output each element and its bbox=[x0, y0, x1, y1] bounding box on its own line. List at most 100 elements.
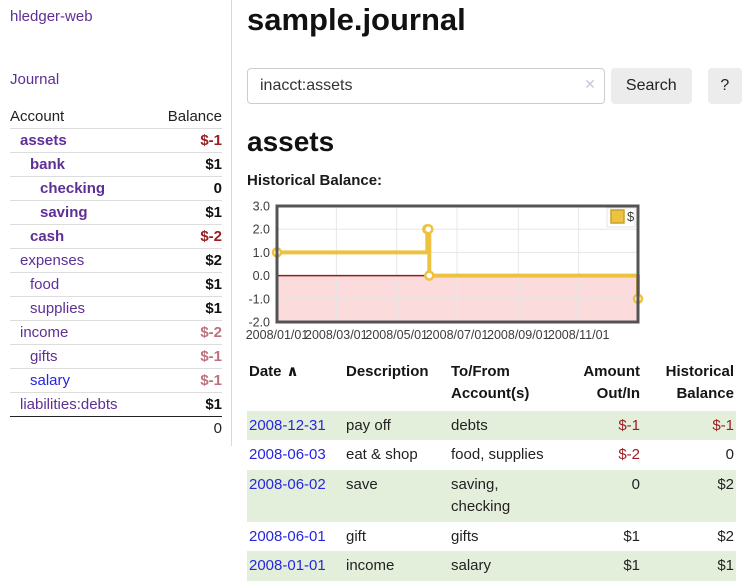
transaction-description: eat & shop bbox=[346, 446, 418, 464]
search-bar: ✕ Search ? bbox=[247, 68, 742, 104]
accounts-list: assets $-1 bank $1 checking 0 saving $1 cash $-2 e… bbox=[10, 128, 222, 416]
transaction-row: 2008-06-01 gift gifts $1 $2 bbox=[247, 522, 736, 552]
transaction-accounts: debts bbox=[449, 410, 561, 441]
x-axis-tick-label: 2008/09/01 bbox=[487, 328, 550, 342]
account-balance: 0 bbox=[213, 180, 222, 197]
transaction-amount: 0 bbox=[561, 470, 642, 522]
sort-ascending-icon[interactable]: ∧ bbox=[286, 363, 299, 380]
legend-swatch bbox=[610, 209, 625, 224]
x-axis-tick-label: 2008/07/01 bbox=[426, 328, 489, 342]
accounts-header-account: Account bbox=[10, 108, 65, 125]
account-row-expenses: expenses $2 bbox=[10, 248, 222, 272]
account-balance: $-1 bbox=[200, 348, 222, 365]
search-box: ✕ bbox=[247, 68, 605, 104]
x-axis-tick-label: 2008/05/01 bbox=[365, 328, 428, 342]
transaction-row: 2008-01-01 income salary $1 $1 bbox=[247, 551, 736, 581]
account-link-gifts[interactable]: gifts bbox=[30, 348, 58, 365]
transaction-row: 2008-06-02 save saving, checking 0 $2 bbox=[247, 470, 736, 522]
data-point-marker bbox=[423, 223, 434, 235]
transaction-date-link[interactable]: 2008-06-03 bbox=[249, 446, 326, 464]
register-col-date[interactable]: Date ∧ bbox=[249, 363, 299, 380]
y-axis-tick-label: 0.0 bbox=[253, 269, 270, 283]
transaction-row: 2008-12-31 pay off debts $-1 $-1 bbox=[247, 410, 736, 441]
account-balance: $1 bbox=[205, 300, 222, 317]
accounts-table: Account Balance assets $-1 bank $1 checking 0… bbox=[10, 105, 222, 440]
main-content: sample.journal ✕ Search ? assets Histori… bbox=[246, 0, 742, 581]
account-balance: $-2 bbox=[200, 324, 222, 341]
account-balance: $-2 bbox=[200, 228, 222, 245]
register-col-to-from-account-s-: To/From Account(s) bbox=[451, 363, 530, 402]
account-link-checking[interactable]: checking bbox=[40, 180, 106, 197]
transaction-date-link[interactable]: 2008-12-31 bbox=[249, 416, 326, 434]
data-point-marker bbox=[424, 270, 435, 281]
register-col-historical-balance: Historical Balance bbox=[665, 363, 734, 402]
transaction-accounts: food, supplies bbox=[451, 446, 544, 464]
help-button[interactable]: ? bbox=[707, 68, 742, 104]
account-row-bank: bank $1 bbox=[10, 152, 222, 176]
y-axis-tick-label: -1.0 bbox=[248, 292, 270, 306]
transaction-date-link[interactable]: 2008-06-01 bbox=[249, 527, 326, 545]
register-col-description: Description bbox=[346, 363, 429, 380]
x-axis-tick-label: 2008/01/01 bbox=[246, 328, 309, 342]
accounts-total-value: 0 bbox=[213, 420, 222, 437]
chart-legend: $ bbox=[606, 207, 636, 228]
accounts-total-row: 0 bbox=[10, 416, 222, 440]
page-title: sample.journal bbox=[247, 2, 466, 37]
account-balance: $1 bbox=[205, 276, 222, 293]
chart-title: Historical Balance: bbox=[247, 172, 383, 189]
account-link-salary[interactable]: salary bbox=[30, 372, 71, 389]
transaction-date-link[interactable]: 2008-06-02 bbox=[249, 476, 326, 493]
account-link-food[interactable]: food bbox=[30, 276, 60, 293]
search-input[interactable] bbox=[247, 68, 605, 104]
clear-search-icon[interactable]: ✕ bbox=[584, 76, 596, 92]
transaction-date-link[interactable]: 2008-01-01 bbox=[249, 557, 326, 575]
account-balance: $1 bbox=[205, 156, 222, 173]
register-table: Date ∧ Description To/From Account(s) Amount… bbox=[247, 359, 736, 581]
transaction-amount: $1 bbox=[561, 551, 642, 581]
app-brand-link[interactable]: hledger-web bbox=[10, 8, 93, 25]
register-table-body: 2008-12-31 pay off debts $-1 $-1 2008-06-03 ea… bbox=[247, 410, 736, 581]
account-balance: $1 bbox=[205, 396, 222, 413]
sidebar-item-journal[interactable]: Journal bbox=[10, 71, 60, 88]
account-title: assets bbox=[247, 126, 335, 157]
transaction-balance: $1 bbox=[642, 551, 736, 581]
account-balance: $-1 bbox=[200, 372, 222, 389]
transaction-balance: 0 bbox=[725, 446, 734, 464]
x-axis-tick-label: 2008/03/01 bbox=[305, 328, 368, 342]
account-link-cash[interactable]: cash bbox=[30, 228, 65, 245]
transaction-description: save bbox=[344, 470, 449, 522]
account-link-liabilities-debts[interactable]: liabilities:debts bbox=[20, 396, 118, 413]
transaction-balance: $2 bbox=[717, 527, 734, 545]
transaction-balance: $2 bbox=[642, 470, 736, 522]
sidebar: hledger-web Journal Account Balance asse… bbox=[0, 0, 232, 446]
account-balance: $2 bbox=[205, 252, 222, 269]
y-axis-tick-label: 3.0 bbox=[253, 200, 270, 214]
transaction-balance: $-1 bbox=[642, 410, 736, 441]
account-link-bank[interactable]: bank bbox=[30, 156, 66, 173]
transaction-amount: $-1 bbox=[561, 410, 642, 441]
account-link-assets[interactable]: assets bbox=[20, 132, 67, 149]
account-row-income: income $-2 bbox=[10, 320, 222, 344]
chart-plot-border bbox=[275, 204, 640, 324]
account-link-saving[interactable]: saving bbox=[40, 204, 88, 221]
account-link-income[interactable]: income bbox=[20, 324, 69, 341]
account-row-supplies: supplies $1 bbox=[10, 296, 222, 320]
account-link-expenses[interactable]: expenses bbox=[20, 252, 85, 269]
transaction-accounts: salary bbox=[449, 551, 561, 581]
transaction-description: pay off bbox=[344, 410, 449, 441]
historical-balance-chart: $3.0 2.0 1.0 0.0 -1.0 -2.0 2008/01/01 2008/03/0… bbox=[246, 197, 742, 343]
transaction-accounts: saving, checking bbox=[449, 470, 561, 522]
transaction-description: gift bbox=[346, 527, 367, 545]
register-col-amount-out-in: Amount Out/In bbox=[583, 363, 640, 402]
account-row-salary: salary $-1 bbox=[10, 368, 222, 392]
transaction-amount: $1 bbox=[623, 527, 640, 545]
account-row-liabilities-debts: liabilities:debts $1 bbox=[10, 392, 222, 416]
y-axis-tick-label: 2.0 bbox=[253, 223, 270, 237]
account-row-cash: cash $-2 bbox=[10, 224, 222, 248]
search-button[interactable]: Search bbox=[610, 68, 692, 104]
account-row-gifts: gifts $-1 bbox=[10, 344, 222, 368]
accounts-table-header: Account Balance bbox=[10, 105, 222, 128]
y-axis-tick-label: -2.0 bbox=[248, 316, 270, 330]
account-link-supplies[interactable]: supplies bbox=[30, 300, 86, 317]
register-table-header: Date ∧ Description To/From Account(s) Amount… bbox=[247, 359, 736, 411]
